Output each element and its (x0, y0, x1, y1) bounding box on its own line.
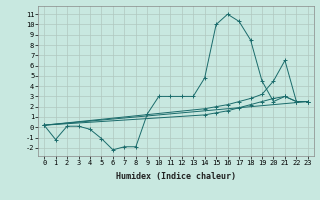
X-axis label: Humidex (Indice chaleur): Humidex (Indice chaleur) (116, 172, 236, 181)
